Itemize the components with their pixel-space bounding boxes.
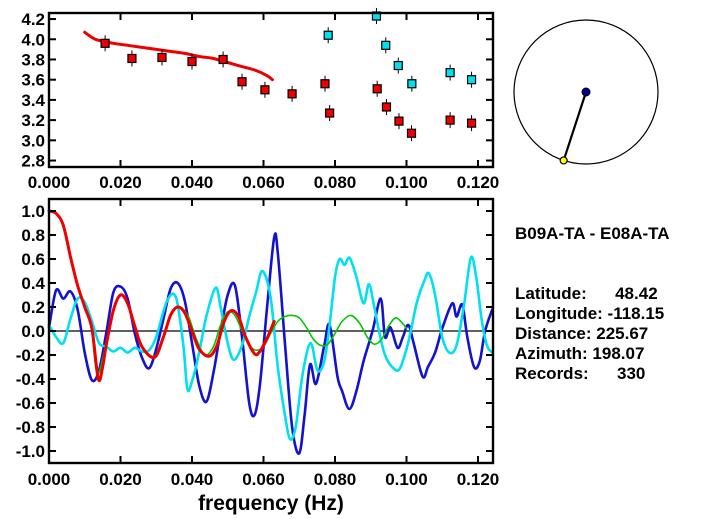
y-tick-label: 3.4 bbox=[21, 91, 45, 110]
data-point-square bbox=[393, 60, 403, 71]
y-tick-label: -0.2 bbox=[16, 346, 45, 365]
x-tick-label: 0.020 bbox=[99, 470, 142, 489]
y-tick-label: -0.6 bbox=[16, 394, 45, 413]
y-tick-label: 3.2 bbox=[21, 111, 45, 130]
data-point-square bbox=[466, 118, 477, 128]
dispersion-frame bbox=[47, 11, 495, 169]
station-info-line: Longitude: -118.15 bbox=[515, 304, 665, 323]
data-point-square bbox=[260, 85, 270, 95]
station-info-line: Azimuth: 198.07 bbox=[515, 344, 645, 363]
x-tick-label: 0.120 bbox=[457, 470, 500, 489]
station-info-line: Latitude: 48.42 bbox=[515, 284, 658, 303]
data-point-square bbox=[320, 79, 330, 89]
x-tick-label: 0.100 bbox=[385, 470, 428, 489]
x-tick-label: 0.060 bbox=[242, 173, 285, 192]
y-tick-label: 0.4 bbox=[21, 274, 45, 293]
data-point-square bbox=[127, 53, 137, 64]
y-tick-label: 4.0 bbox=[21, 30, 45, 49]
center-station-dot bbox=[581, 87, 591, 97]
data-point-square bbox=[394, 116, 404, 126]
y-tick-label: -0.8 bbox=[16, 418, 45, 437]
data-point-square bbox=[323, 30, 333, 40]
data-point-square bbox=[381, 102, 392, 112]
x-axis-label: frequency (Hz) bbox=[198, 492, 344, 515]
y-tick-label: -0.4 bbox=[16, 370, 46, 389]
y-tick-label: 4.2 bbox=[21, 10, 45, 29]
station-info-panel: B09A-TA - E08A-TA Latitude: 48.42 Longitu… bbox=[515, 184, 700, 424]
compass-circle bbox=[513, 19, 659, 165]
y-tick-label: 1.0 bbox=[21, 202, 45, 221]
data-point-square bbox=[381, 40, 391, 50]
y-tick-label: 3.6 bbox=[21, 71, 45, 90]
data-point-square bbox=[445, 115, 455, 125]
y-tick-label: 0.0 bbox=[21, 322, 45, 341]
waveform-observed-blue-curve bbox=[47, 232, 494, 455]
data-point-square bbox=[187, 56, 197, 67]
y-tick-label: 3.8 bbox=[21, 50, 45, 69]
azimuth-station-dot bbox=[559, 156, 568, 165]
x-tick-label: 0.040 bbox=[171, 173, 214, 192]
data-point-square bbox=[157, 52, 167, 63]
data-point-square bbox=[407, 79, 417, 89]
x-tick-label: 0.000 bbox=[28, 470, 71, 489]
x-tick-label: 0.080 bbox=[314, 470, 357, 489]
waveform-predicted-red-curve bbox=[47, 209, 276, 383]
dispersion-fit-curve-curve bbox=[83, 30, 274, 82]
y-tick-label: 0.8 bbox=[21, 226, 45, 245]
x-tick-label: 0.100 bbox=[385, 173, 428, 192]
x-tick-label: 0.000 bbox=[28, 173, 71, 192]
x-tick-label: 0.020 bbox=[99, 173, 142, 192]
station-info-lines: Latitude: 48.42 Longitude: -118.15 Distanc… bbox=[515, 284, 700, 384]
x-tick-label: 0.060 bbox=[242, 470, 285, 489]
x-tick-label: 0.080 bbox=[314, 173, 357, 192]
data-point-square bbox=[445, 68, 455, 78]
station-info-line: Records: 330 bbox=[515, 364, 646, 383]
data-point-square bbox=[466, 75, 477, 85]
y-tick-label: 2.8 bbox=[21, 152, 45, 171]
azimuth-line bbox=[562, 91, 588, 161]
data-point-square bbox=[372, 84, 382, 94]
data-point-square bbox=[100, 38, 110, 48]
y-tick-label: 0.2 bbox=[21, 298, 45, 317]
azimuth-compass bbox=[513, 19, 659, 165]
data-point-square bbox=[237, 77, 247, 87]
waveform-plot: 0.000 0.020 0.040 0.060 0.080 0.100 0.120 -1.0 -… bbox=[16, 197, 500, 515]
x-tick-label: 0.040 bbox=[171, 470, 214, 489]
waveform-observed-cyan-curve bbox=[47, 255, 494, 441]
x-tick-label: 0.120 bbox=[457, 173, 500, 192]
dispersion-plot: 0.000 0.020 0.040 0.060 0.080 0.100 0.120 2.8 3.… bbox=[21, 8, 499, 192]
y-tick-label: 0.6 bbox=[21, 250, 45, 269]
data-point-square bbox=[325, 108, 335, 118]
y-tick-label: -1.0 bbox=[16, 442, 45, 461]
data-point-square bbox=[287, 89, 297, 99]
data-point-square bbox=[218, 54, 228, 65]
dispersion-cyan-velocity-points bbox=[323, 8, 477, 92]
station-pair-title: B09A-TA - E08A-TA bbox=[515, 224, 670, 243]
y-tick-label: 3.0 bbox=[21, 131, 45, 150]
dispersion-red-velocity-points bbox=[100, 35, 477, 142]
data-point-square bbox=[406, 128, 417, 138]
station-info-line: Distance: 225.67 bbox=[515, 324, 649, 343]
